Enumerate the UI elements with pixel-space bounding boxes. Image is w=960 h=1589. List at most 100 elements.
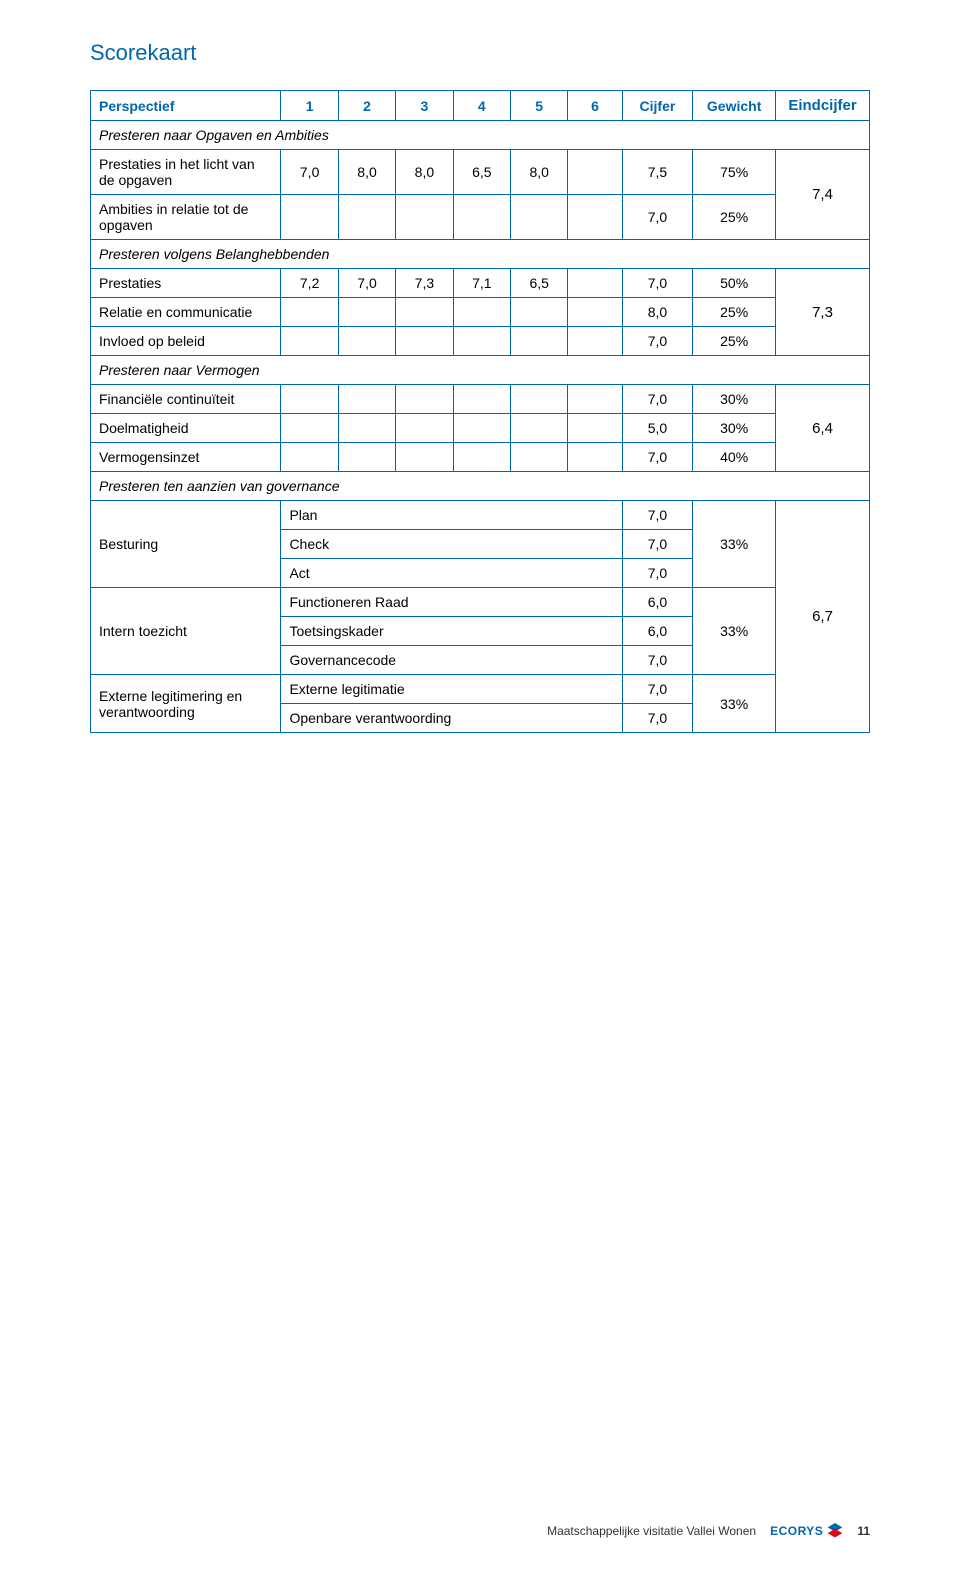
cell-value: 7,2 (281, 269, 338, 298)
table-header-row: Perspectief 1 2 3 4 5 6 Cijfer Gewicht E… (91, 91, 870, 121)
table-row: Prestaties 7,2 7,0 7,3 7,1 6,5 7,0 50% 7… (91, 269, 870, 298)
sub-label: Plan (281, 501, 622, 530)
cell-gewicht: 25% (693, 195, 776, 240)
cell-cijfer: 7,0 (622, 704, 693, 733)
row-label: Ambities in relatie tot de opgaven (91, 195, 281, 240)
footer-page-number: 11 (857, 1524, 870, 1538)
table-row: Besturing Plan 7,0 33% 6,7 (91, 501, 870, 530)
cell-gewicht: 33% (693, 675, 776, 733)
section-title: Presteren naar Opgaven en Ambities (91, 121, 870, 150)
group-label: Externe legitimering en verantwoording (91, 675, 281, 733)
cell-cijfer: 7,0 (622, 269, 693, 298)
table-row: Relatie en communicatie 8,0 25% (91, 298, 870, 327)
table-row: Financiële continuïteit 7,0 30% 6,4 (91, 385, 870, 414)
cell-gewicht: 30% (693, 385, 776, 414)
group-label: Besturing (91, 501, 281, 588)
row-label: Prestaties in het licht van de opgaven (91, 150, 281, 195)
sub-label: Check (281, 530, 622, 559)
cell-value: 8,0 (396, 150, 453, 195)
row-label: Financiële continuïteit (91, 385, 281, 414)
cell-eindcijfer: 6,7 (776, 501, 870, 733)
brand-logo-icon (827, 1523, 843, 1539)
cell-value: 6,5 (511, 269, 568, 298)
section-header: Presteren ten aanzien van governance (91, 472, 870, 501)
sub-label: Toetsingskader (281, 617, 622, 646)
cell-gewicht: 40% (693, 443, 776, 472)
cell-gewicht: 25% (693, 298, 776, 327)
group-label: Intern toezicht (91, 588, 281, 675)
col-3: 3 (396, 91, 453, 121)
col-gewicht: Gewicht (693, 91, 776, 121)
footer-doc-title: Maatschappelijke visitatie Vallei Wonen (547, 1524, 756, 1538)
col-6: 6 (568, 91, 622, 121)
scorecard-table: Perspectief 1 2 3 4 5 6 Cijfer Gewicht E… (90, 90, 870, 733)
footer-brand: ECORYS (770, 1523, 843, 1539)
cell-gewicht: 33% (693, 501, 776, 588)
cell-cijfer: 7,5 (622, 150, 693, 195)
table-row: Doelmatigheid 5,0 30% (91, 414, 870, 443)
col-4: 4 (453, 91, 510, 121)
cell-gewicht: 33% (693, 588, 776, 675)
sub-label: Governancecode (281, 646, 622, 675)
table-row: Invloed op beleid 7,0 25% (91, 327, 870, 356)
cell-value: 7,1 (453, 269, 510, 298)
col-1: 1 (281, 91, 338, 121)
row-label: Doelmatigheid (91, 414, 281, 443)
page-footer: Maatschappelijke visitatie Vallei Wonen … (0, 1523, 960, 1539)
row-label: Relatie en communicatie (91, 298, 281, 327)
table-row: Ambities in relatie tot de opgaven 7,0 2… (91, 195, 870, 240)
cell-cijfer: 6,0 (622, 617, 693, 646)
section-header: Presteren naar Vermogen (91, 356, 870, 385)
section-header: Presteren naar Opgaven en Ambities (91, 121, 870, 150)
col-cijfer: Cijfer (622, 91, 693, 121)
cell-gewicht: 75% (693, 150, 776, 195)
cell-cijfer: 7,0 (622, 675, 693, 704)
brand-text: ECORYS (770, 1524, 823, 1538)
cell-cijfer: 7,0 (622, 443, 693, 472)
cell-cijfer: 7,0 (622, 385, 693, 414)
cell-cijfer: 5,0 (622, 414, 693, 443)
cell-cijfer: 7,0 (622, 530, 693, 559)
cell-gewicht: 30% (693, 414, 776, 443)
cell-cijfer: 7,0 (622, 501, 693, 530)
table-row: Prestaties in het licht van de opgaven 7… (91, 150, 870, 195)
cell-gewicht: 25% (693, 327, 776, 356)
cell-cijfer: 7,0 (622, 327, 693, 356)
cell-value: 7,3 (396, 269, 453, 298)
cell-gewicht: 50% (693, 269, 776, 298)
cell-cijfer: 8,0 (622, 298, 693, 327)
cell-eindcijfer: 7,3 (776, 269, 870, 356)
cell-value: 7,0 (281, 150, 338, 195)
section-header: Presteren volgens Belanghebbenden (91, 240, 870, 269)
section-title: Presteren naar Vermogen (91, 356, 870, 385)
cell-cijfer: 7,0 (622, 559, 693, 588)
cell-cijfer: 7,0 (622, 195, 693, 240)
col-5: 5 (511, 91, 568, 121)
sub-label: Externe legitimatie (281, 675, 622, 704)
sub-label: Act (281, 559, 622, 588)
cell-eindcijfer: 7,4 (776, 150, 870, 240)
section-title: Presteren volgens Belanghebbenden (91, 240, 870, 269)
page-container: Scorekaart Perspectief 1 2 3 4 5 6 Cijfe… (0, 0, 960, 1589)
sub-label: Openbare verantwoording (281, 704, 622, 733)
cell-value: 6,5 (453, 150, 510, 195)
page-title: Scorekaart (90, 40, 870, 66)
cell-value (568, 150, 622, 195)
col-2: 2 (338, 91, 395, 121)
col-perspectief: Perspectief (91, 91, 281, 121)
row-label: Invloed op beleid (91, 327, 281, 356)
sub-label: Functioneren Raad (281, 588, 622, 617)
cell-value: 8,0 (338, 150, 395, 195)
table-row: Intern toezicht Functioneren Raad 6,0 33… (91, 588, 870, 617)
table-row: Vermogensinzet 7,0 40% (91, 443, 870, 472)
cell-value: 7,0 (338, 269, 395, 298)
row-label: Prestaties (91, 269, 281, 298)
cell-cijfer: 6,0 (622, 588, 693, 617)
row-label: Vermogensinzet (91, 443, 281, 472)
cell-value: 8,0 (511, 150, 568, 195)
col-eindcijfer: Eindcijfer (776, 91, 870, 121)
cell-cijfer: 7,0 (622, 646, 693, 675)
cell-eindcijfer: 6,4 (776, 385, 870, 472)
section-title: Presteren ten aanzien van governance (91, 472, 870, 501)
table-row: Externe legitimering en verantwoording E… (91, 675, 870, 704)
